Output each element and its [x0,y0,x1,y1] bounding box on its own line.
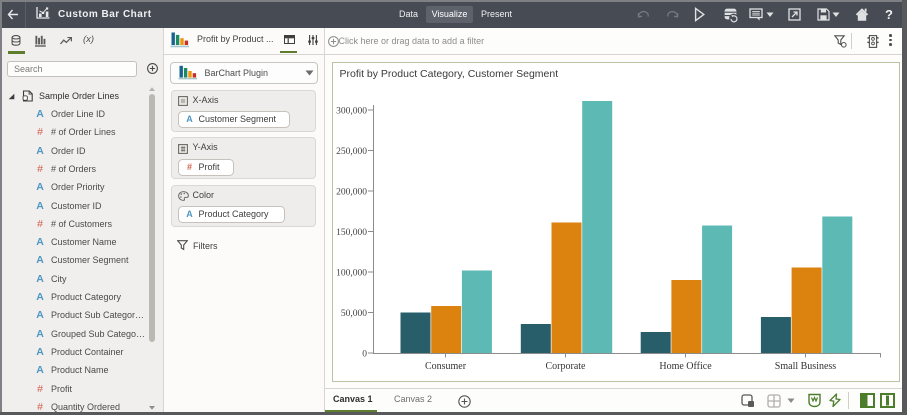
svg-text:150,000: 150,000 [336,228,367,238]
svg-text:250,000: 250,000 [336,147,367,157]
svg-text:200,000: 200,000 [336,188,367,198]
svg-text:300,000: 300,000 [336,107,367,117]
svg-text:Small Business: Small Business [774,361,836,372]
svg-text:50,000: 50,000 [340,309,366,319]
svg-text:Corporate: Corporate [545,361,586,372]
svg-text:Consumer: Consumer [424,361,466,372]
svg-text:0: 0 [362,350,367,360]
svg-text:100,000: 100,000 [336,269,367,279]
svg-text:Home Office: Home Office [659,361,712,372]
